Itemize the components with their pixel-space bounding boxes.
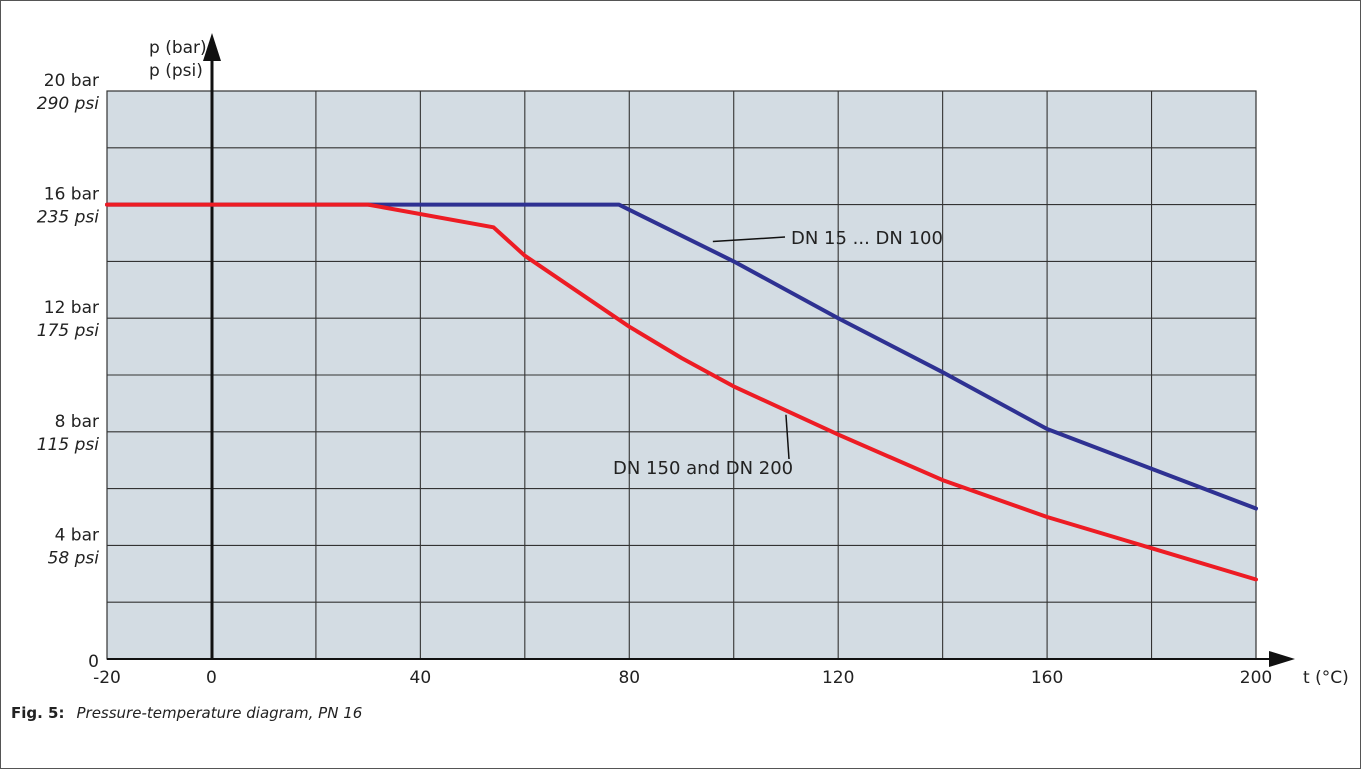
x-tick-label: 40 xyxy=(410,668,432,688)
y-tick-label-bar: 16 bar xyxy=(44,185,99,205)
series-line-2 xyxy=(105,202,1258,582)
x-tick-label: 200 xyxy=(1240,668,1272,688)
y-tick-label-psi: 290 psi xyxy=(37,94,99,114)
y-axis-title-psi: p (psi) xyxy=(149,61,203,81)
x-tick-label: 80 xyxy=(618,668,640,688)
x-tick-label: 160 xyxy=(1031,668,1063,688)
figure-caption: Fig. 5: Pressure-temperature diagram, PN … xyxy=(11,701,362,725)
y-tick-label-psi: 58 psi xyxy=(48,548,100,568)
x-tick-label: 0 xyxy=(206,668,217,688)
y-tick-label-bar: 4 bar xyxy=(55,525,99,545)
caption-label: Fig. 5: xyxy=(11,704,65,722)
x-tick-label: 120 xyxy=(822,668,854,688)
series-line-1 xyxy=(105,202,1258,511)
y-axis-arrowhead xyxy=(203,33,221,61)
caption-text: Pressure-temperature diagram, PN 16 xyxy=(76,704,363,722)
y-tick-label-bar: 8 bar xyxy=(55,412,99,432)
y-tick-label-bar: 20 bar xyxy=(44,71,99,91)
annotation-leader-1 xyxy=(712,236,786,243)
y-tick-label-bar: 0 xyxy=(88,652,99,672)
x-axis-arrowhead xyxy=(1269,651,1295,667)
annotation-label-2: DN 150 and DN 200 xyxy=(613,458,793,479)
y-tick-label-bar: 12 bar xyxy=(44,298,99,318)
x-axis-title: t (°C) xyxy=(1303,668,1349,688)
annotation-leader-2 xyxy=(785,414,790,460)
annotation-label-1: DN 15 ... DN 100 xyxy=(791,228,943,249)
y-axis-title-bar: p (bar) xyxy=(149,38,207,58)
y-tick-label-psi: 235 psi xyxy=(37,208,99,228)
y-tick-label-psi: 175 psi xyxy=(37,321,99,341)
x-tick-label: -20 xyxy=(93,668,121,688)
y-tick-label-psi: 115 psi xyxy=(37,435,99,455)
